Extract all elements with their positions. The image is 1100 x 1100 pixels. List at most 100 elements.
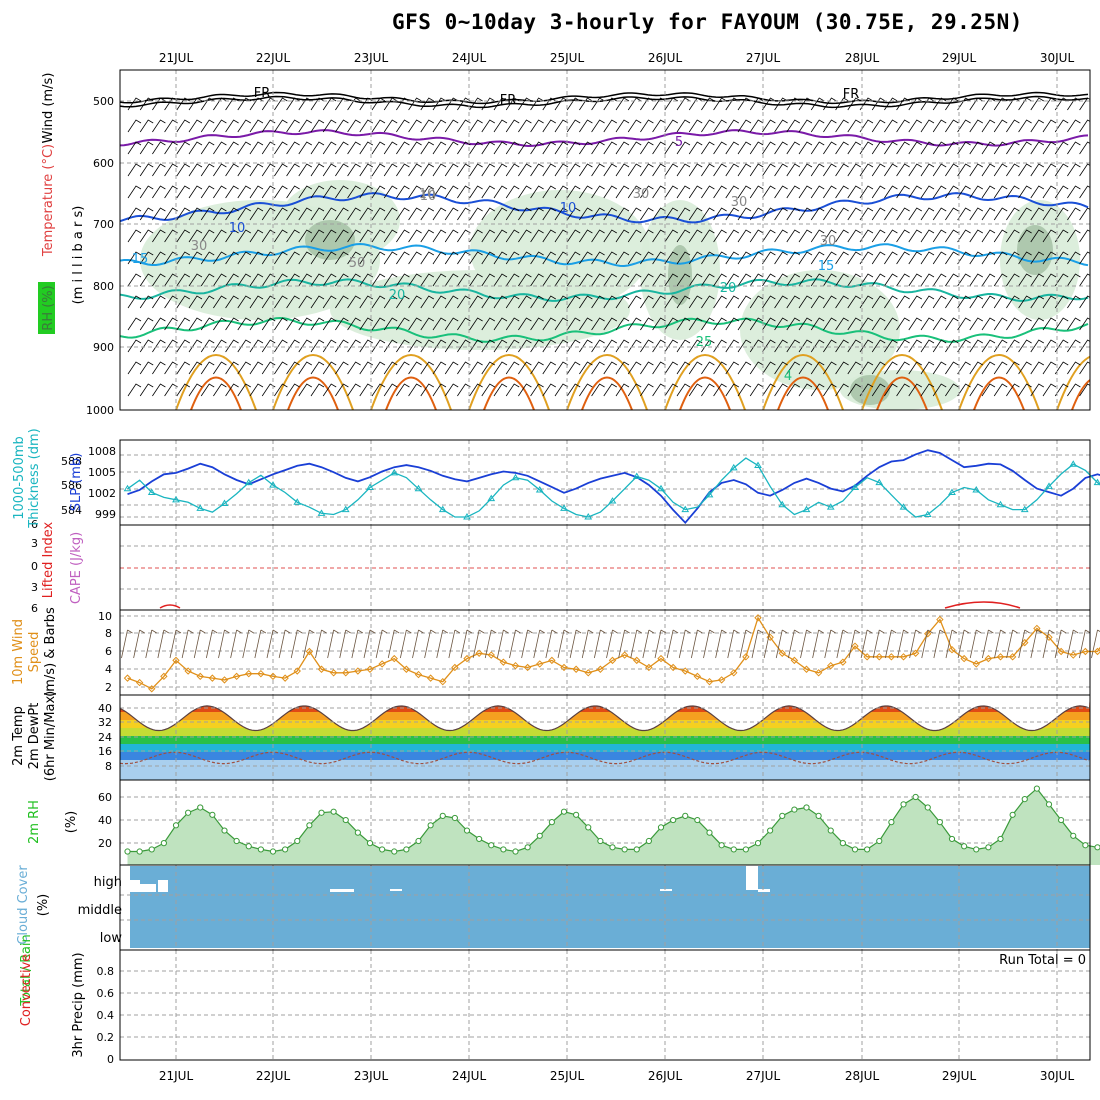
wind-barb — [603, 251, 618, 265]
wind-barb — [518, 141, 532, 155]
rh2m-line — [127, 787, 1100, 853]
wind-barb — [335, 339, 349, 353]
wind-speed-point — [390, 654, 398, 663]
wind-barb — [652, 251, 666, 265]
temp2m-axis-label: 2m DewPt — [27, 703, 42, 770]
wind-barb — [432, 295, 447, 309]
wind-barb — [810, 229, 825, 243]
wind-barb — [176, 383, 191, 397]
wind-barb — [481, 295, 496, 309]
wind-barb — [908, 361, 923, 375]
wind-speed-point — [717, 676, 726, 684]
temp2m-axis-label: 2m Temp — [11, 706, 26, 766]
wind-barb — [1006, 295, 1020, 309]
wind-barb — [725, 361, 740, 375]
isotherm-warm — [1056, 355, 1090, 410]
thickness-point — [802, 505, 811, 513]
wind-barb — [200, 295, 215, 309]
wind-barb — [1054, 185, 1069, 199]
cloud-cover-fill — [130, 866, 1090, 948]
wind-barb-10m — [836, 629, 849, 659]
wind-speed-point — [148, 685, 156, 693]
wind-barb — [383, 97, 398, 111]
wind-barb — [701, 229, 715, 243]
wind-barb — [701, 339, 715, 353]
wind-barb — [835, 361, 849, 375]
wind-barb — [274, 295, 288, 309]
wind-barb — [762, 361, 776, 375]
wind-barb — [798, 141, 813, 155]
wind-barb — [847, 97, 862, 111]
wind-barb — [920, 119, 935, 133]
wind-barb — [261, 383, 276, 397]
wind-barb — [408, 141, 422, 155]
slp-tick: 1005 — [88, 466, 116, 479]
wind-barb — [737, 295, 752, 309]
wind-barb — [335, 295, 349, 309]
wind-barb — [322, 97, 337, 111]
wind-barb — [859, 361, 874, 375]
wind-barb — [347, 383, 361, 397]
wind-barb — [591, 119, 605, 133]
wind-barb — [1054, 97, 1069, 111]
wind-barb — [1092, 384, 1100, 396]
wind-speed-point — [560, 663, 568, 672]
lifted-index-tick: 0 — [31, 560, 38, 573]
wind-barb — [701, 251, 715, 265]
rh2m-point — [585, 824, 592, 831]
wind-barb — [432, 229, 447, 243]
wind-barb — [505, 141, 520, 155]
wind-barb — [640, 229, 654, 243]
rh2m-point — [876, 837, 883, 845]
wind-barb — [1006, 383, 1020, 397]
wind-barb — [237, 97, 252, 111]
wind-barb — [920, 163, 935, 177]
wind-barb — [359, 163, 374, 177]
wind-barb — [713, 97, 727, 111]
wind-barb — [310, 361, 325, 375]
wind-barb — [530, 119, 544, 133]
wind-barb — [615, 207, 630, 221]
wind-barb — [884, 317, 898, 331]
wind-barb — [554, 185, 569, 199]
wind-barb — [920, 251, 935, 265]
wind-barb — [932, 273, 947, 287]
wind-barb — [274, 251, 288, 265]
wind-barb — [152, 185, 166, 199]
wind-barb — [847, 339, 862, 353]
wind-barb — [786, 317, 801, 331]
wind-barb — [688, 185, 703, 199]
rh2m-point — [730, 846, 737, 853]
thickness-axis-label: 1000-500mb — [12, 436, 27, 520]
wind-barb — [847, 317, 862, 331]
wind-barb — [408, 295, 422, 309]
wind-barb — [396, 163, 410, 177]
wind-barb — [969, 141, 984, 155]
wind-barb — [993, 119, 1008, 133]
wind-barb — [652, 141, 666, 155]
wind-barb — [176, 251, 191, 265]
wind-barb-10m — [315, 629, 327, 659]
wind-barb — [298, 229, 313, 243]
wind-barb — [640, 141, 654, 155]
wind-barb — [554, 229, 569, 243]
wind-barb-10m — [121, 629, 133, 659]
wind-barb — [139, 119, 154, 133]
temp-tick: 8 — [105, 760, 112, 773]
thickness-point — [948, 488, 956, 495]
wind-barb — [908, 251, 923, 265]
wind-barb — [835, 141, 849, 155]
wind-barb — [1079, 141, 1090, 155]
wind-barb — [371, 361, 386, 375]
cloud-gap — [660, 889, 672, 891]
wind-barb — [383, 185, 398, 199]
wind-barb — [957, 141, 971, 155]
wind-barb — [237, 383, 252, 397]
thickness-tick: 584 — [61, 504, 82, 517]
wind-barb — [261, 163, 276, 177]
wind-barb — [1054, 251, 1069, 265]
wind-barb — [310, 339, 325, 353]
wind-barb — [432, 273, 447, 287]
wind-barb — [835, 207, 849, 221]
thickness-point — [1093, 478, 1100, 486]
